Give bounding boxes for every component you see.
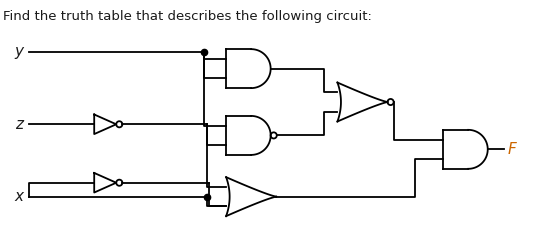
Text: F: F	[507, 142, 516, 157]
Text: x: x	[14, 189, 23, 204]
Text: z: z	[15, 117, 23, 132]
Text: y: y	[14, 44, 23, 60]
Text: Find the truth table that describes the following circuit:: Find the truth table that describes the …	[3, 10, 372, 23]
